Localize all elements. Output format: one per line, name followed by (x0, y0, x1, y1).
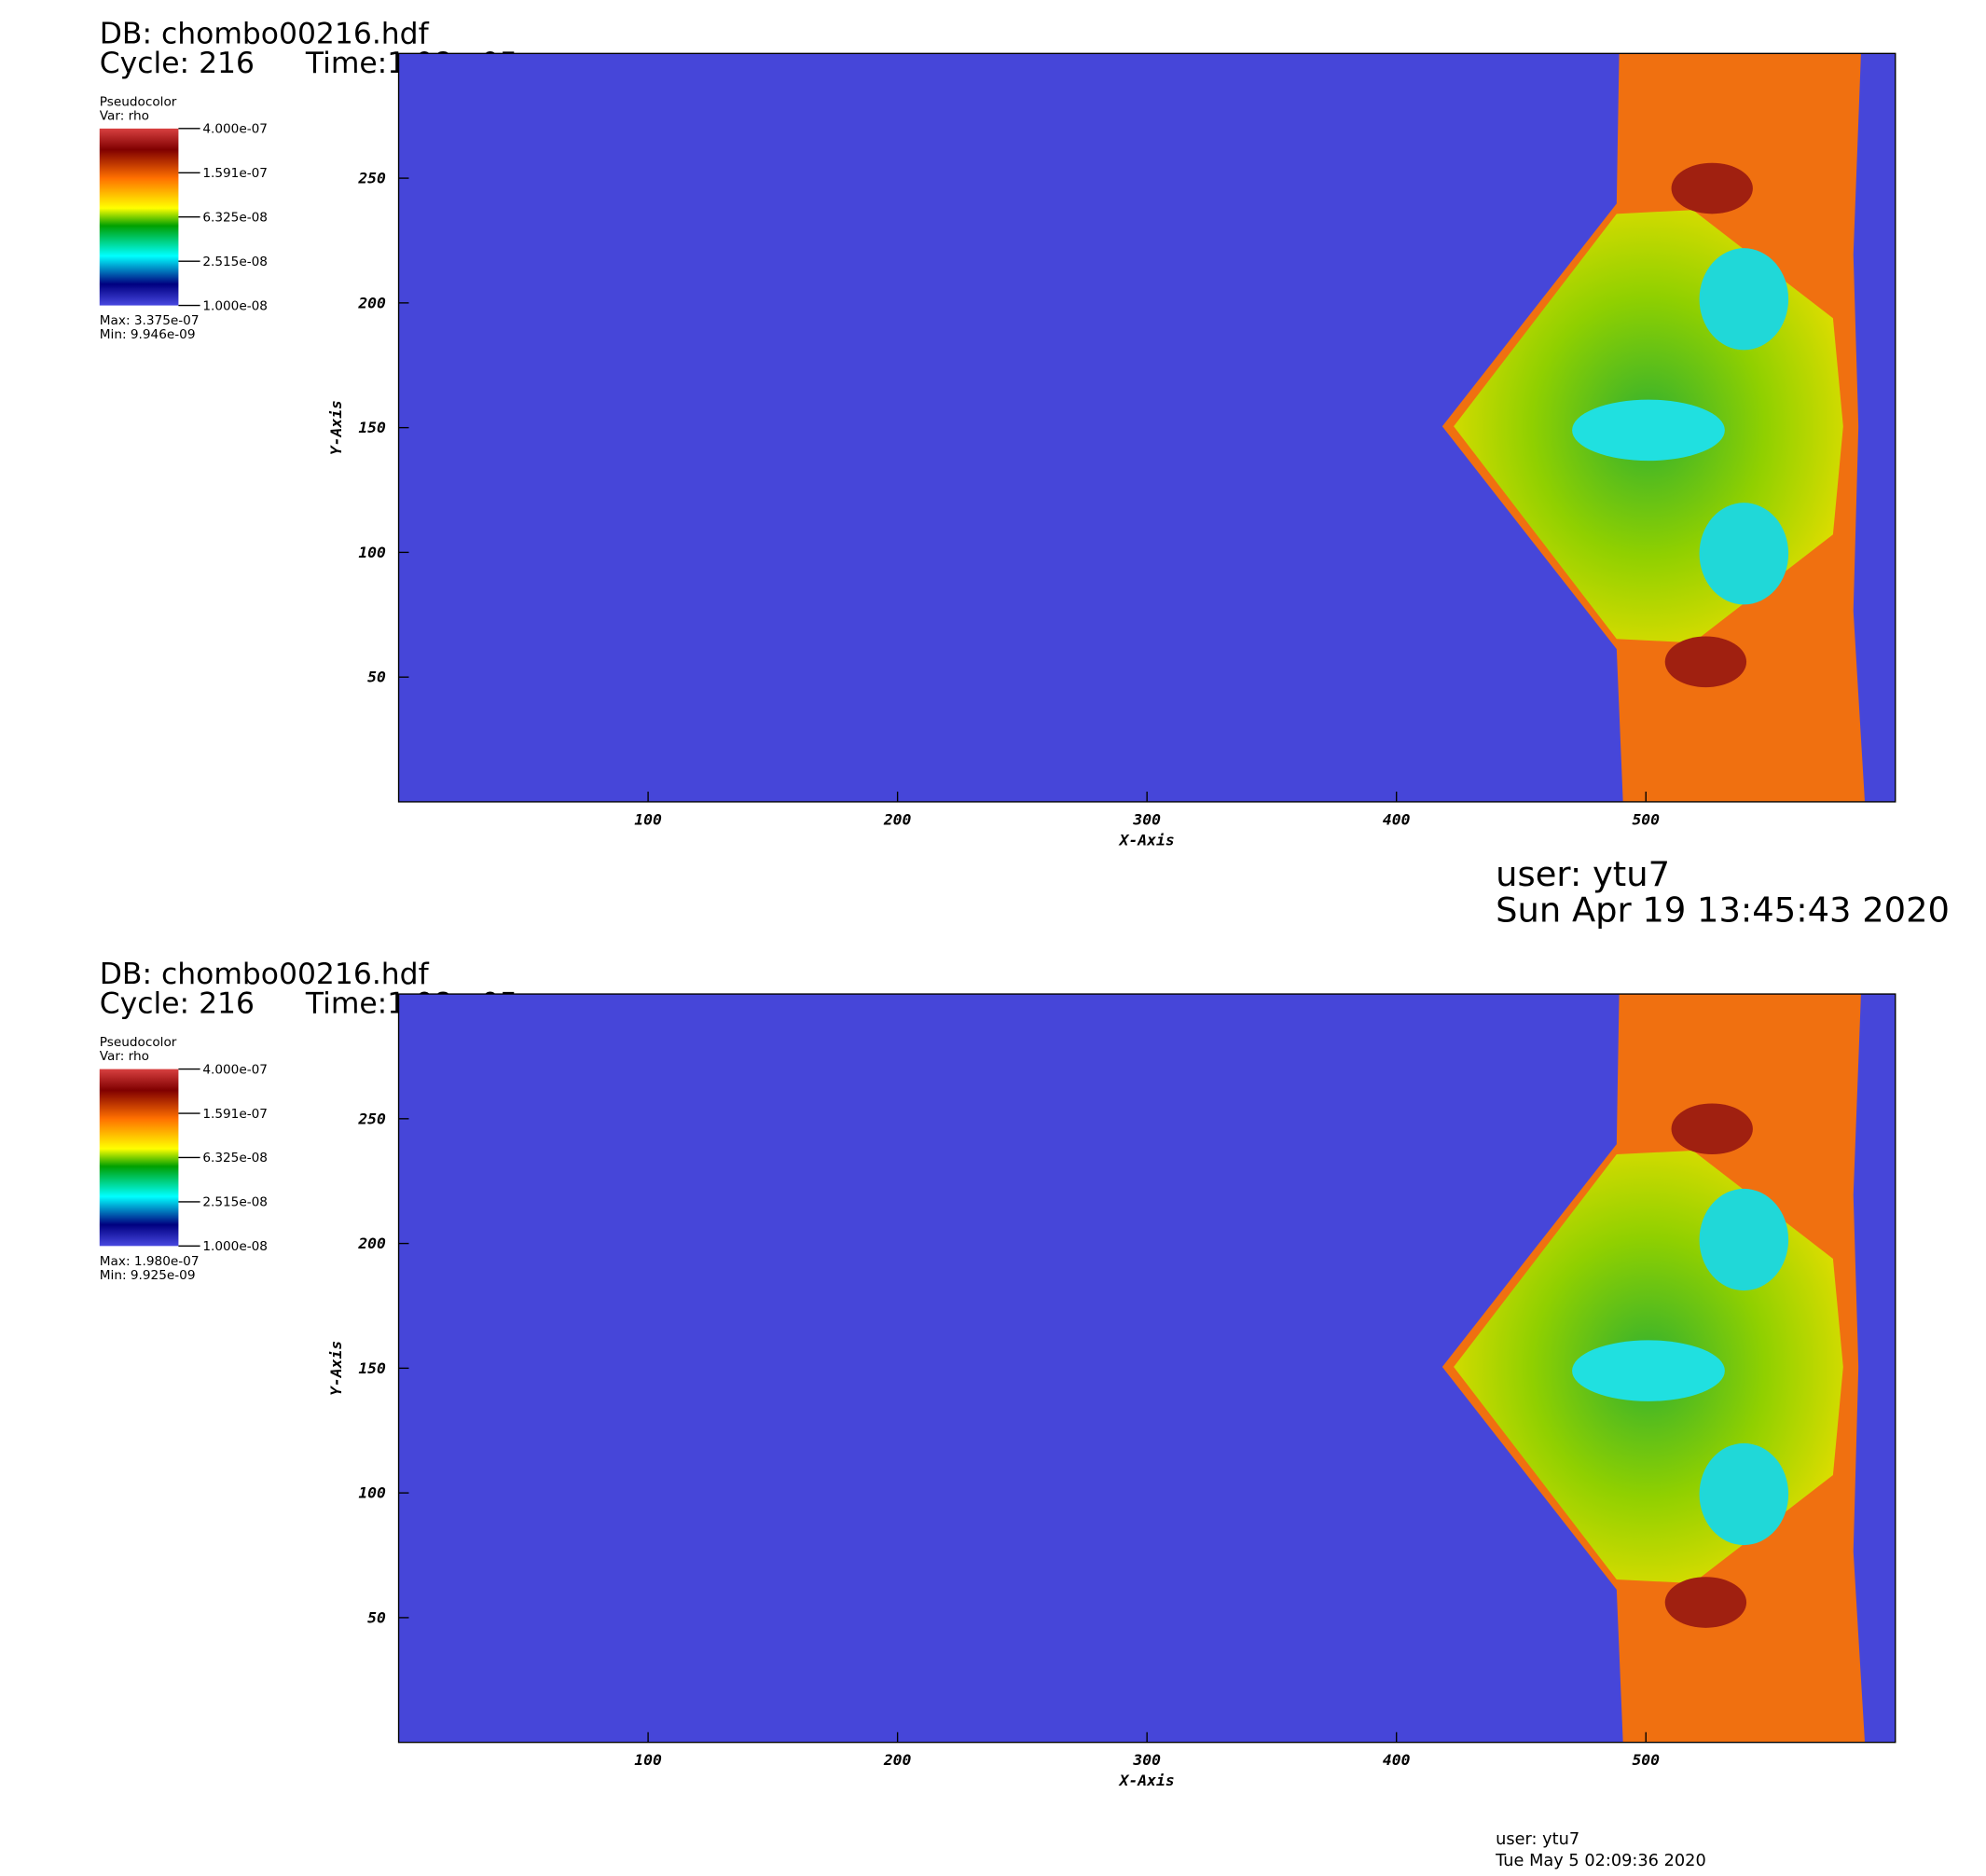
x-tick-label: 200 (883, 1751, 912, 1769)
low-density (1699, 1188, 1789, 1291)
high-density (1664, 636, 1747, 688)
legend-label: 2.515e-08 (202, 1195, 268, 1210)
x-tick-label: 400 (1383, 1751, 1411, 1769)
x-tick-label: 500 (1632, 1751, 1660, 1769)
y-tick-label: 150 (358, 1359, 386, 1377)
legend-label: 1.591e-07 (202, 166, 268, 181)
x-axis-label: X-Axis (1118, 1772, 1175, 1789)
legend-label: 6.325e-08 (202, 211, 268, 226)
x-tick-label: 200 (883, 811, 912, 829)
color-bar (99, 128, 179, 306)
cycle-label: Cycle: 216 (100, 47, 255, 80)
high-density (1664, 1577, 1747, 1628)
user-label: user: ytu7 (1496, 1830, 1579, 1849)
legend-min: Min: 9.925e-09 (100, 1268, 196, 1283)
legend-min: Min: 9.946e-09 (100, 327, 196, 342)
legend-label: 2.515e-08 (202, 255, 268, 269)
low-density (1699, 503, 1789, 605)
legend-label: 4.000e-07 (202, 122, 268, 137)
x-tick-label: 500 (1632, 811, 1660, 829)
legend-max: Max: 1.980e-07 (100, 1254, 200, 1269)
low-density (1572, 1340, 1725, 1401)
y-axis-label: Y-Axis (327, 1341, 345, 1396)
y-tick-label: 250 (357, 170, 386, 187)
user-label: user: ytu7 (1496, 854, 1670, 894)
y-tick-label: 250 (357, 1110, 386, 1127)
high-density (1671, 162, 1753, 214)
legend-label: 1.000e-08 (202, 1239, 268, 1254)
y-tick-label: 200 (357, 294, 386, 311)
legend-label: 1.000e-08 (202, 298, 268, 313)
legend-title: Pseudocolor (100, 1035, 177, 1050)
y-tick-label: 200 (357, 1235, 386, 1252)
x-tick-label: 300 (1132, 1751, 1161, 1769)
cycle-label: Cycle: 216 (100, 987, 255, 1021)
y-tick-label: 50 (367, 1608, 386, 1626)
x-tick-label: 400 (1383, 811, 1411, 829)
x-tick-label: 100 (634, 1751, 662, 1769)
date-label: Tue May 5 02:09:36 2020 (1495, 1852, 1706, 1870)
legend-var: Var: rho (100, 1049, 149, 1064)
y-tick-label: 150 (358, 419, 386, 436)
legend-label: 1.591e-07 (202, 1107, 268, 1122)
date-label: Sun Apr 19 13:45:43 2020 (1496, 890, 1950, 930)
y-tick-label: 100 (358, 1484, 386, 1502)
low-density (1699, 248, 1789, 351)
legend-var: Var: rho (100, 108, 149, 123)
db-label: DB: chombo00216.hdf (100, 17, 430, 50)
legend-title: Pseudocolor (100, 94, 177, 109)
high-density (1671, 1103, 1753, 1155)
color-bar (99, 1069, 179, 1247)
legend-label: 6.325e-08 (202, 1151, 268, 1166)
db-label: DB: chombo00216.hdf (100, 958, 430, 991)
legend-max: Max: 3.375e-07 (100, 313, 200, 328)
y-tick-label: 100 (358, 544, 386, 561)
x-tick-label: 300 (1132, 811, 1161, 829)
x-axis-label: X-Axis (1118, 831, 1175, 848)
x-tick-label: 100 (634, 811, 662, 829)
y-tick-label: 50 (367, 669, 386, 686)
legend-label: 4.000e-07 (202, 1062, 268, 1077)
low-density (1699, 1442, 1789, 1546)
y-axis-label: Y-Axis (327, 400, 345, 455)
low-density (1572, 399, 1725, 462)
